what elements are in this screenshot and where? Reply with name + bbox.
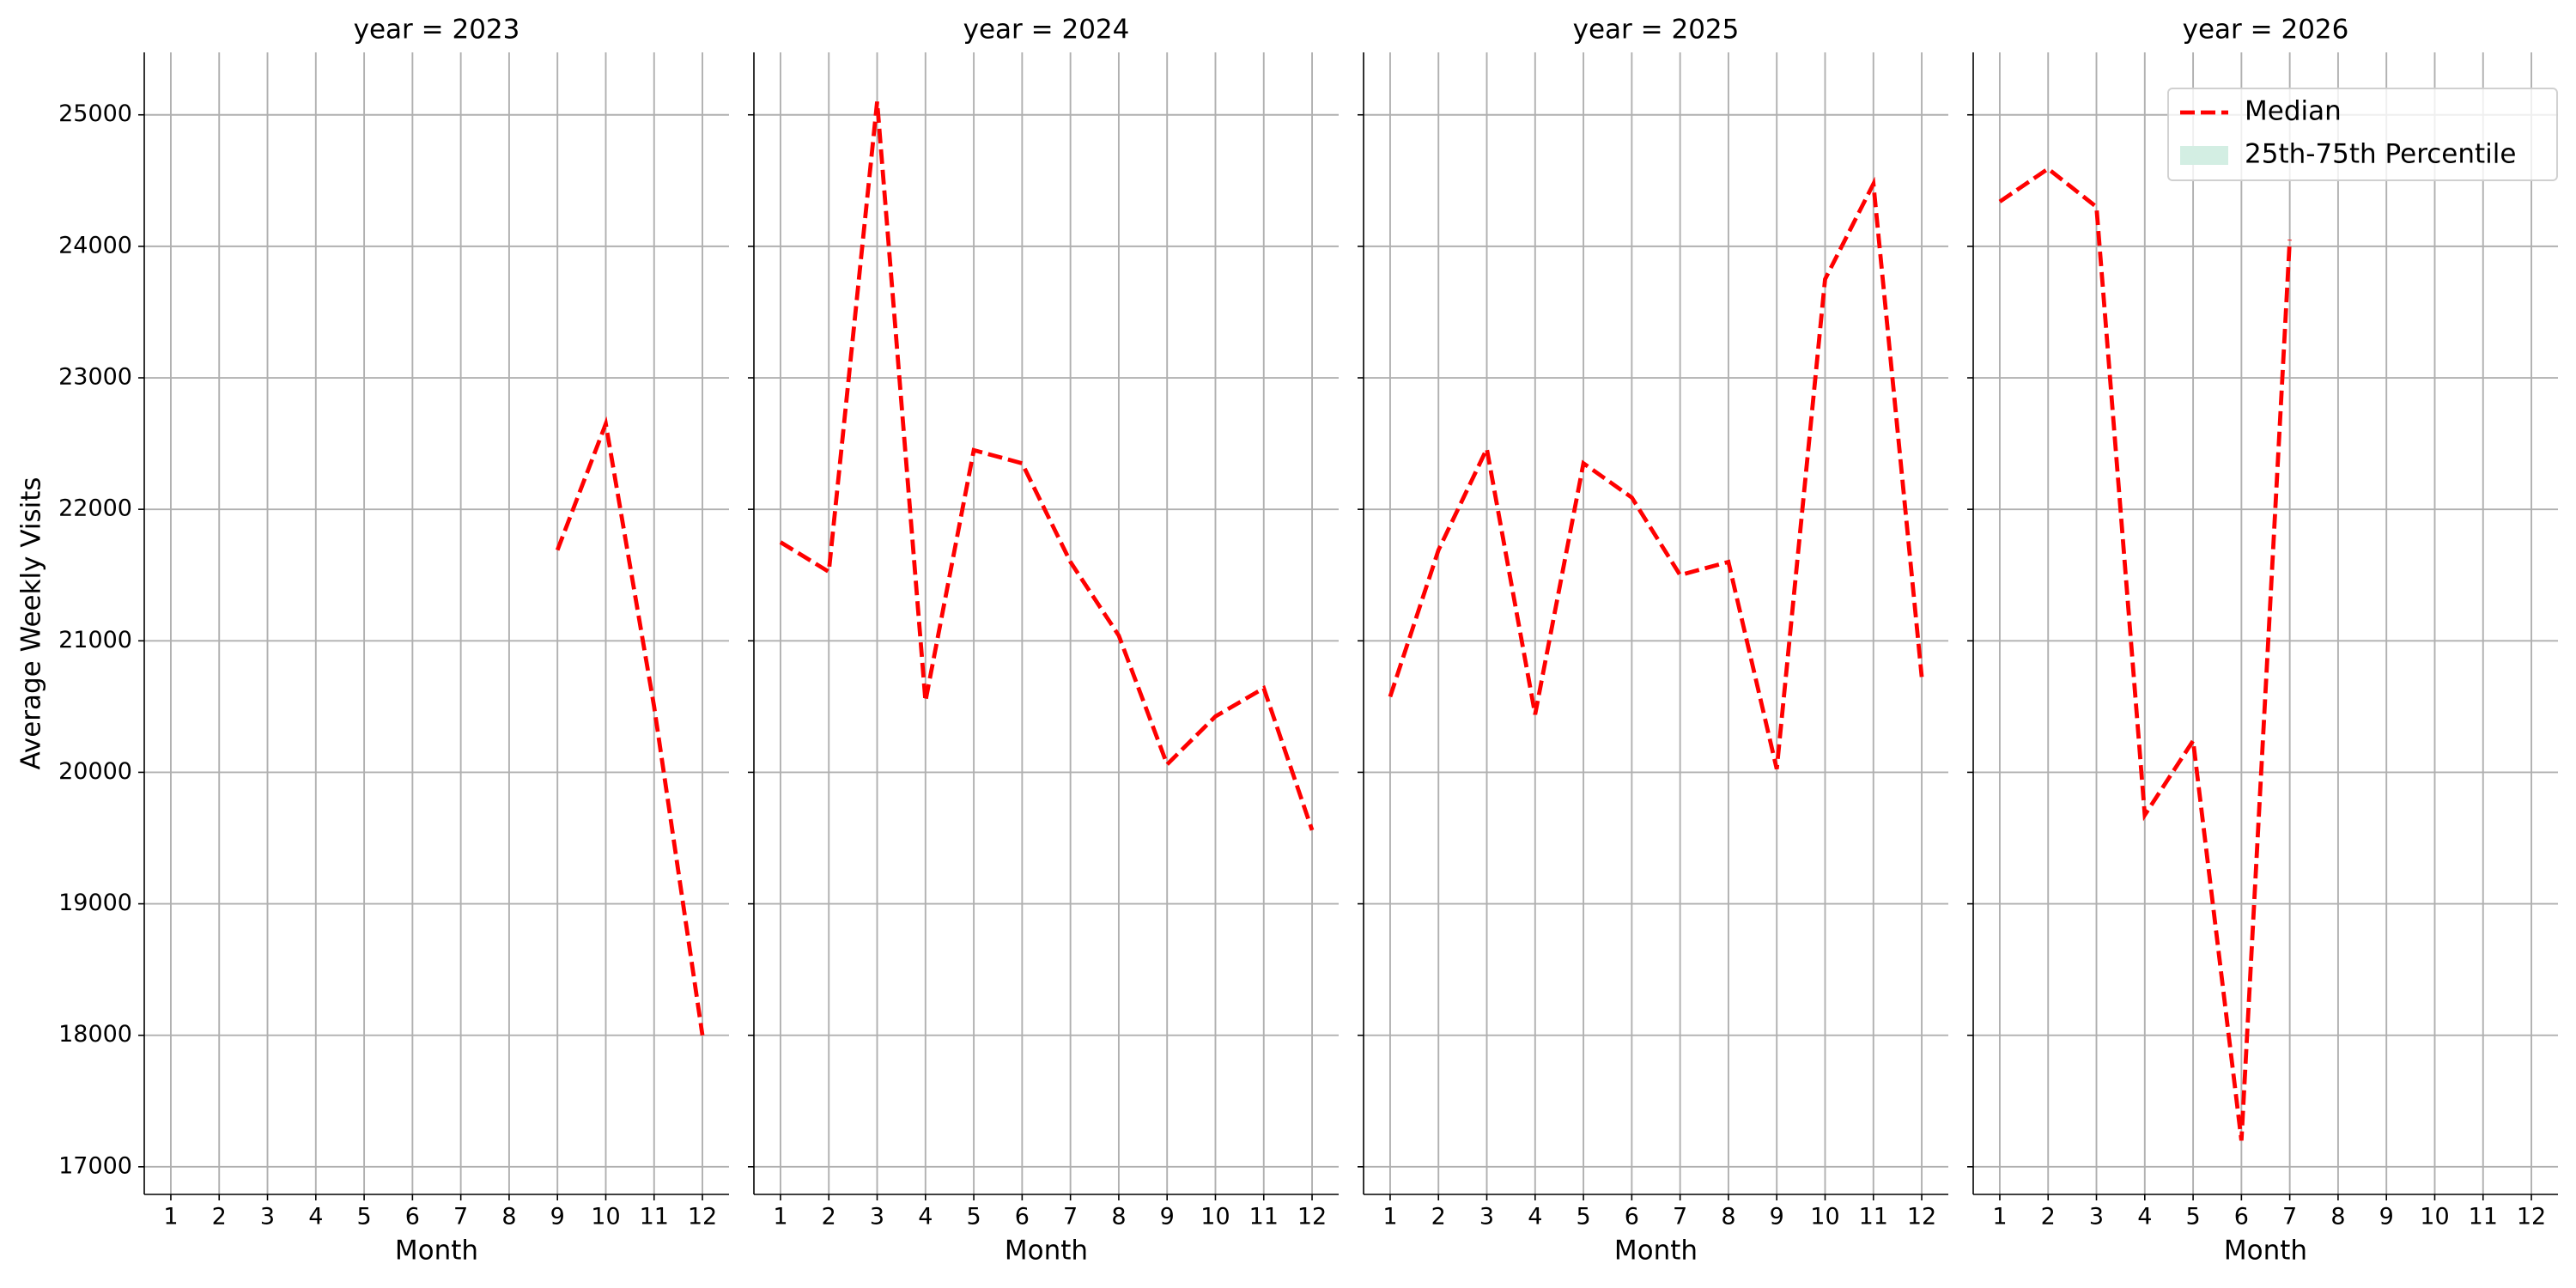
x-tick-label: 5 <box>1576 1204 1590 1230</box>
x-tick-label: 9 <box>1160 1204 1175 1230</box>
panel-title: year = 2025 <box>1573 15 1740 46</box>
panel-title: year = 2024 <box>963 15 1130 46</box>
legend-box <box>2167 88 2558 181</box>
y-axis-label: Average Weekly Visits <box>16 477 47 769</box>
y-tick-label: 24000 <box>58 232 132 258</box>
x-tick-label: 4 <box>2137 1204 2152 1230</box>
x-tick-label: 10 <box>1200 1204 1230 1230</box>
y-tick-label: 17000 <box>58 1152 132 1179</box>
x-tick-label: 8 <box>1721 1204 1735 1230</box>
x-tick-label: 9 <box>2379 1204 2394 1230</box>
y-tick-label: 18000 <box>58 1021 132 1048</box>
y-tick-label: 19000 <box>58 890 132 916</box>
panel-title: year = 2023 <box>354 15 520 46</box>
x-tick-label: 11 <box>2469 1204 2498 1230</box>
x-tick-label: 10 <box>591 1204 620 1230</box>
y-tick-label: 22000 <box>58 495 132 522</box>
x-tick-label: 7 <box>1673 1204 1687 1230</box>
x-axis-label: Month <box>1614 1236 1698 1267</box>
series-line <box>1388 176 1924 770</box>
legend-label: Median <box>2245 96 2342 127</box>
x-tick-label: 6 <box>1015 1204 1030 1230</box>
x-tick-label: 2 <box>822 1204 836 1230</box>
x-tick-label: 9 <box>550 1204 565 1230</box>
x-tick-label: 11 <box>1859 1204 1888 1230</box>
x-tick-label: 10 <box>1810 1204 1839 1230</box>
x-tick-label: 7 <box>453 1204 468 1230</box>
x-tick-label: 12 <box>2517 1204 2546 1230</box>
x-tick-label: 5 <box>966 1204 981 1230</box>
x-tick-label: 3 <box>870 1204 884 1230</box>
series-line <box>779 101 1315 831</box>
series-line <box>1998 166 2293 1141</box>
x-tick-label: 2 <box>2041 1204 2056 1230</box>
x-tick-label: 4 <box>308 1204 323 1230</box>
x-tick-label: 11 <box>640 1204 669 1230</box>
x-tick-label: 1 <box>1382 1204 1397 1230</box>
x-tick-label: 9 <box>1770 1204 1784 1230</box>
x-tick-label: 8 <box>1111 1204 1126 1230</box>
x-tick-label: 4 <box>1528 1204 1542 1230</box>
x-tick-label: 12 <box>688 1204 717 1230</box>
x-tick-label: 12 <box>1297 1204 1327 1230</box>
legend-swatch <box>2180 146 2228 165</box>
x-tick-label: 3 <box>260 1204 275 1230</box>
x-tick-label: 11 <box>1249 1204 1279 1230</box>
x-tick-label: 1 <box>773 1204 787 1230</box>
x-axis-label: Month <box>2224 1236 2307 1267</box>
x-tick-label: 7 <box>2282 1204 2297 1230</box>
x-axis-label: Month <box>395 1236 478 1267</box>
x-tick-label: 6 <box>405 1204 420 1230</box>
x-tick-label: 1 <box>1992 1204 2007 1230</box>
x-axis-label: Month <box>1005 1236 1088 1267</box>
x-tick-label: 4 <box>918 1204 933 1230</box>
x-tick-label: 8 <box>501 1204 516 1230</box>
x-tick-label: 3 <box>1479 1204 1494 1230</box>
series-line <box>555 416 705 1036</box>
x-tick-label: 8 <box>2330 1204 2345 1230</box>
x-tick-label: 10 <box>2420 1204 2449 1230</box>
x-tick-label: 7 <box>1063 1204 1078 1230</box>
x-tick-label: 5 <box>356 1204 371 1230</box>
y-tick-label: 21000 <box>58 627 132 653</box>
panel-title: year = 2026 <box>2183 15 2349 46</box>
x-tick-label: 12 <box>1907 1204 1936 1230</box>
x-tick-label: 6 <box>1625 1204 1639 1230</box>
legend-label: 25th-75th Percentile <box>2245 139 2516 170</box>
x-tick-label: 2 <box>212 1204 227 1230</box>
y-tick-label: 25000 <box>58 100 132 127</box>
x-tick-label: 3 <box>2089 1204 2104 1230</box>
y-tick-label: 20000 <box>58 758 132 785</box>
x-tick-label: 1 <box>163 1204 178 1230</box>
x-tick-label: 2 <box>1431 1204 1446 1230</box>
y-tick-label: 23000 <box>58 364 132 391</box>
x-tick-label: 5 <box>2185 1204 2200 1230</box>
x-tick-label: 6 <box>2234 1204 2249 1230</box>
